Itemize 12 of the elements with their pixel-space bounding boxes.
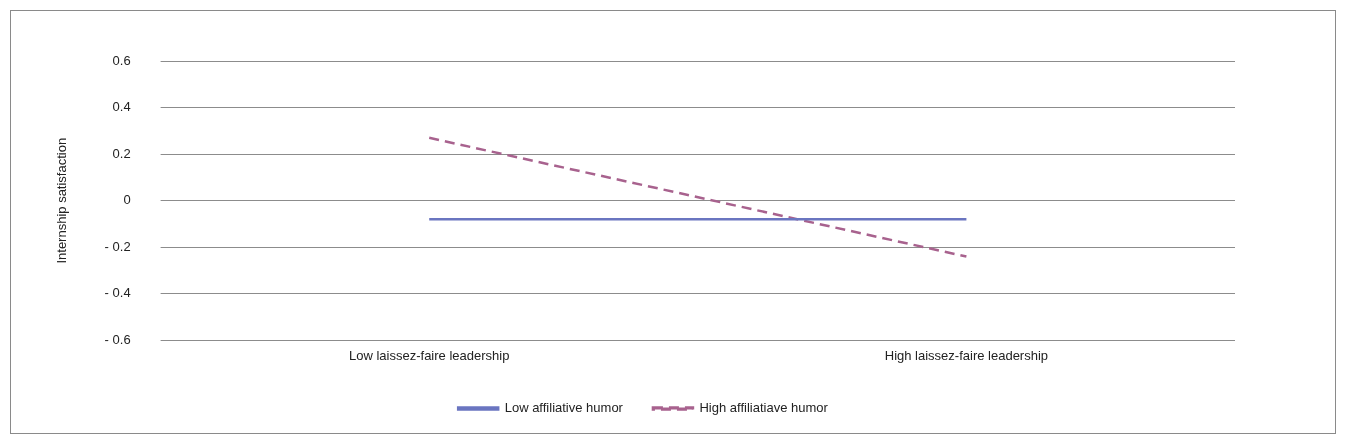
- y-tick-label: 0.4: [112, 99, 131, 115]
- y-tick-label: 0.6: [112, 52, 131, 68]
- x-tick-label: High laissez-faire leadership: [884, 347, 1049, 363]
- y-axis-title: Internship satisfaction: [54, 137, 70, 264]
- y-tick-label: - 0.6: [104, 331, 131, 347]
- y-tick-label: - 0.2: [104, 238, 131, 254]
- legend-label: High affiliatiave humor: [699, 400, 829, 416]
- y-tick-label: - 0.4: [104, 285, 131, 301]
- x-tick-label: Low laissez-faire leadership: [349, 347, 510, 363]
- y-tick-label: 0.2: [112, 145, 131, 161]
- y-tick-label: 0: [123, 192, 131, 208]
- legend-label: Low affiliative humor: [504, 400, 624, 416]
